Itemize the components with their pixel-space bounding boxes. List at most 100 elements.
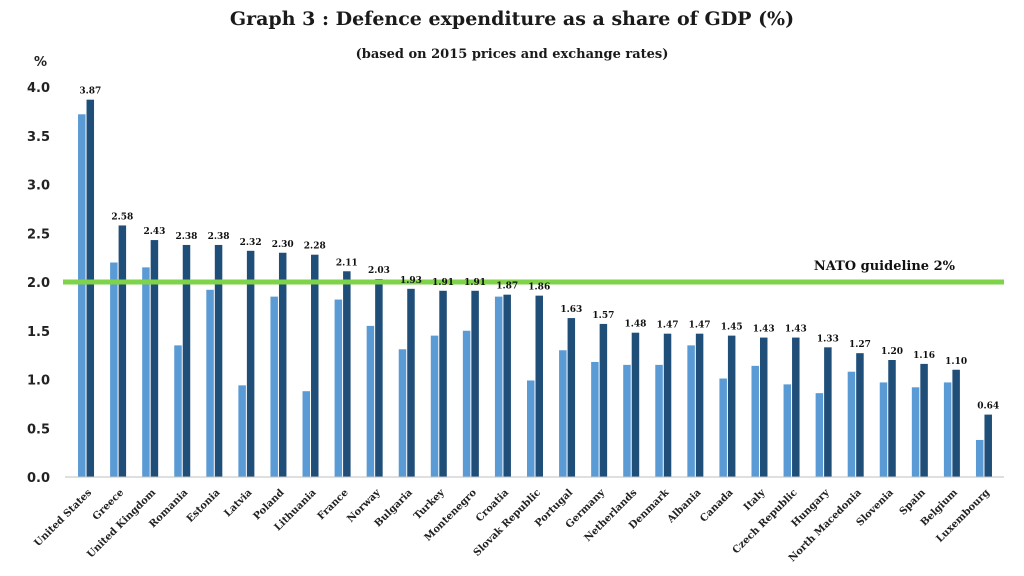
y-axis-ticks: 0.0 0.5 1.0 1.5 2.0 2.5 3.0 3.5 4.0 <box>27 81 50 486</box>
data-label: 1.47 <box>657 321 679 331</box>
bar-earlier-24 <box>847 371 856 477</box>
bar-earlier-2 <box>142 267 150 477</box>
nato-guideline-label: NATO guideline 2% <box>814 259 956 274</box>
data-label: 2.43 <box>143 227 165 237</box>
data-label: 1.87 <box>496 282 518 292</box>
data-label: 2.30 <box>272 240 294 250</box>
bar-earlier-9 <box>366 325 375 477</box>
bar-latest-10 <box>407 288 415 477</box>
bar-earlier-16 <box>591 361 599 477</box>
bar-latest-15 <box>567 318 576 477</box>
y-tick-label: 3.5 <box>27 130 50 145</box>
bar-earlier-4 <box>206 289 214 477</box>
y-tick-label: 0.5 <box>27 422 50 437</box>
data-label: 1.43 <box>753 325 775 335</box>
bar-earlier-7 <box>302 391 311 477</box>
bar-latest-28 <box>984 414 992 477</box>
data-label: 2.58 <box>111 212 133 222</box>
bar-earlier-12 <box>462 330 471 477</box>
data-label: 1.27 <box>849 340 871 350</box>
bar-earlier-14 <box>527 380 535 477</box>
bar-earlier-11 <box>430 335 439 477</box>
bar-latest-14 <box>535 295 543 477</box>
data-label: 0.64 <box>977 402 999 412</box>
data-label: 2.38 <box>208 232 230 242</box>
bar-earlier-5 <box>238 385 246 477</box>
bar-latest-22 <box>792 337 800 477</box>
bar-earlier-15 <box>559 350 567 477</box>
bar-earlier-17 <box>623 364 631 477</box>
bar-latest-11 <box>439 290 447 477</box>
bar-latest-0 <box>86 99 95 478</box>
bar-earlier-13 <box>494 296 503 477</box>
bar-latest-8 <box>343 271 351 477</box>
bar-latest-17 <box>631 332 640 477</box>
bar-earlier-6 <box>270 296 278 477</box>
bar-latest-3 <box>182 244 191 477</box>
bar-earlier-23 <box>815 393 824 477</box>
chart-subtitle: (based on 2015 prices and exchange rates… <box>355 47 669 62</box>
bar-latest-13 <box>503 294 511 477</box>
bar-earlier-22 <box>783 384 792 477</box>
y-axis-label: % <box>34 55 47 70</box>
y-tick-label: 3.0 <box>27 179 50 194</box>
data-label: 1.93 <box>400 276 422 286</box>
bar-latest-25 <box>888 360 896 477</box>
category-label: United States <box>33 487 95 549</box>
bar-latest-23 <box>824 347 832 477</box>
bar-earlier-27 <box>943 382 952 477</box>
bar-earlier-8 <box>334 299 343 477</box>
data-label: 2.28 <box>304 242 326 252</box>
bar-earlier-20 <box>719 378 727 477</box>
category-label: Canada <box>698 487 736 525</box>
data-label: 2.11 <box>336 258 358 268</box>
y-tick-label: 2.5 <box>27 227 50 242</box>
y-tick-label: 0.0 <box>27 471 50 486</box>
bar-latest-24 <box>856 353 864 477</box>
data-label: 2.38 <box>176 232 198 242</box>
data-labels: 3.87 2.58 2.43 2.38 2.38 2.32 2.30 2.28 2.11 2.03… <box>79 87 999 412</box>
bar-latest-2 <box>150 240 159 477</box>
bar-latest-21 <box>759 337 768 477</box>
data-label: 2.32 <box>240 238 262 248</box>
bar-latest-9 <box>375 279 383 477</box>
data-label: 1.86 <box>528 283 550 293</box>
data-label: 1.57 <box>592 311 614 321</box>
bar-latest-6 <box>278 252 287 477</box>
bar-latest-7 <box>311 254 319 477</box>
bar-earlier-10 <box>398 349 407 477</box>
data-label: 3.87 <box>79 87 101 97</box>
y-tick-label: 1.5 <box>27 325 50 340</box>
bar-latest-27 <box>952 369 960 477</box>
bar-earlier-28 <box>975 439 984 477</box>
data-label: 1.45 <box>721 323 743 333</box>
bar-latest-16 <box>599 323 608 477</box>
data-label: 1.63 <box>560 305 582 315</box>
bar-latest-1 <box>118 225 127 477</box>
data-label: 1.47 <box>689 321 711 331</box>
bar-earlier-1 <box>110 262 118 477</box>
category-label: Estonia <box>185 487 223 525</box>
bar-earlier-25 <box>879 382 888 477</box>
data-label: 1.20 <box>881 347 903 357</box>
data-label: 2.03 <box>368 266 390 276</box>
data-label: 1.10 <box>945 357 967 367</box>
bar-latest-18 <box>663 333 672 477</box>
bars <box>78 99 992 478</box>
bar-latest-20 <box>727 335 736 477</box>
bar-latest-4 <box>214 244 223 477</box>
bar-earlier-21 <box>751 365 759 477</box>
data-label: 1.91 <box>432 278 454 288</box>
data-label: 1.91 <box>464 278 486 288</box>
chart-title: Graph 3 : Defence expenditure as a share… <box>229 8 795 30</box>
category-label: Albania <box>665 487 704 526</box>
data-label: 1.43 <box>785 325 807 335</box>
y-tick-label: 2.0 <box>27 276 50 291</box>
data-label: 1.16 <box>913 351 935 361</box>
bar-earlier-0 <box>78 114 86 478</box>
bar-latest-19 <box>695 333 704 477</box>
bar-latest-12 <box>471 290 479 477</box>
category-label: Spain <box>898 487 929 518</box>
